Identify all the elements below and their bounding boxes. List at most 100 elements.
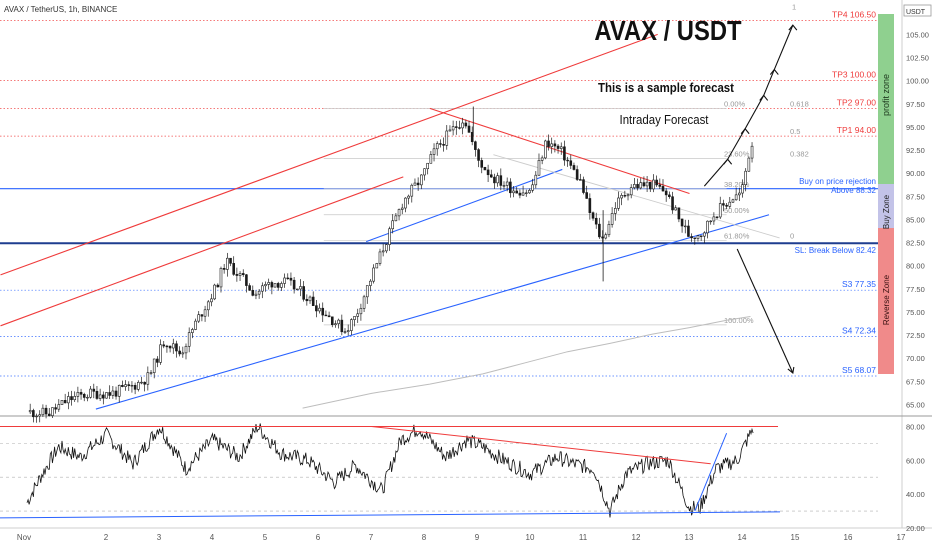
candle-body-72	[257, 290, 261, 295]
candle-body-69	[248, 285, 251, 291]
moving-average-line	[302, 316, 751, 409]
forecast-fib-label-0: 1	[792, 2, 796, 11]
fib-label-3: 50.00%	[724, 206, 750, 215]
candle-body-181	[604, 234, 608, 239]
candle-body-227	[750, 145, 754, 159]
candle-body-84	[295, 288, 299, 291]
candle-body-110	[378, 251, 382, 264]
candle-body-1	[32, 410, 35, 418]
candle-body-101	[350, 319, 353, 331]
red-trendline-lower	[0, 176, 404, 327]
candle-body-196	[652, 179, 655, 190]
candle-body-91	[318, 307, 321, 312]
candle-body-144	[486, 169, 490, 176]
candle-body-49	[184, 345, 188, 354]
candle-body-187	[623, 195, 627, 197]
candle-body-180	[601, 236, 604, 239]
candle-body-80	[283, 277, 286, 284]
candle-body-58	[213, 284, 216, 300]
candle-body-96	[334, 323, 337, 325]
symbol-header: AVAX / TetherUS, 1h, BINANCE	[4, 5, 117, 14]
candle-body-132	[448, 129, 452, 132]
candle-body-136	[461, 122, 464, 129]
candle-body-159	[534, 174, 538, 186]
forecast-arrow-1	[727, 128, 746, 160]
candle-body-34	[137, 382, 140, 390]
forecast-fib-label-1: 0.618	[790, 99, 809, 108]
candle-body-98	[340, 319, 344, 333]
time-tick-6: 7	[369, 533, 374, 542]
grey-trendline	[493, 154, 780, 239]
candle-body-152	[512, 190, 515, 194]
price-tick-11: 92.50	[906, 146, 925, 155]
candle-body-164	[550, 143, 554, 147]
candle-body-95	[330, 316, 334, 325]
candle-body-93	[324, 314, 328, 317]
candle-body-32	[130, 384, 134, 387]
candle-body-183	[610, 213, 614, 225]
sample-note: This is a sample forecast	[598, 80, 734, 95]
candle-body-185	[617, 197, 620, 209]
candle-body-154	[518, 192, 522, 196]
rsi-tick-3: 80.00	[906, 422, 925, 431]
price-tick-14: 100.00	[906, 77, 929, 86]
level-label-3: TP1 94.00	[837, 125, 876, 135]
candle-body-205	[680, 218, 684, 227]
candle-body-116	[397, 209, 401, 217]
candle-body-166	[556, 145, 560, 149]
candle-body-121	[413, 182, 417, 186]
candle-body-16	[79, 392, 83, 395]
forecast-arrow-2	[744, 95, 765, 130]
time-tick-11: 12	[632, 533, 641, 542]
candle-body-106	[365, 285, 369, 298]
candle-body-62	[226, 257, 229, 270]
candle-body-45	[171, 343, 175, 349]
candle-body-124	[423, 168, 426, 176]
candle-body-214	[709, 220, 713, 223]
candle-body-211	[699, 235, 703, 237]
candle-body-112	[385, 244, 388, 252]
price-tick-5: 77.50	[906, 285, 925, 294]
candle-body-202	[671, 196, 674, 211]
candle-body-73	[261, 285, 264, 292]
candle-body-104	[359, 308, 363, 315]
candle-body-209	[693, 237, 697, 239]
candle-body-65	[235, 274, 239, 276]
candle-body-226	[747, 157, 751, 172]
candle-body-171	[572, 165, 576, 170]
candle-body-133	[451, 126, 455, 131]
candle-body-145	[489, 174, 493, 178]
candle-body-50	[187, 332, 191, 347]
level-label-0: TP4 106.50	[832, 10, 876, 20]
candle-body-37	[146, 372, 150, 385]
candle-body-2	[35, 415, 38, 418]
candle-body-30	[124, 384, 127, 387]
candle-body-129	[439, 143, 442, 145]
candle-body-103	[356, 313, 360, 317]
candle-body-155	[521, 192, 525, 196]
candle-body-28	[117, 384, 121, 397]
price-tick-10: 90.00	[906, 169, 925, 178]
candle-body-108	[372, 267, 375, 282]
price-tick-13: 97.50	[906, 100, 925, 109]
buy-zone-bar	[878, 184, 894, 240]
candle-body-3	[38, 414, 42, 417]
candle-body-188	[626, 194, 630, 197]
rsi-line	[26, 423, 754, 518]
candle-body-97	[337, 319, 340, 324]
candle-body-0	[28, 410, 32, 413]
candle-body-158	[531, 184, 534, 191]
candle-body-92	[321, 307, 325, 316]
candle-body-56	[206, 301, 210, 311]
candle-body-218	[722, 203, 725, 206]
price-tick-3: 72.50	[906, 331, 925, 340]
rsi-red-descending	[371, 425, 711, 465]
candle-body-114	[391, 220, 395, 230]
fib-label-1: 23.60%	[724, 149, 750, 158]
price-tick-15: 102.50	[906, 54, 929, 63]
candle-body-197	[655, 179, 658, 186]
rsi-tick-2: 60.00	[906, 456, 925, 465]
forecast-arrow-4	[773, 24, 794, 70]
candle-body-115	[394, 215, 398, 222]
price-tick-4: 75.00	[906, 308, 925, 317]
